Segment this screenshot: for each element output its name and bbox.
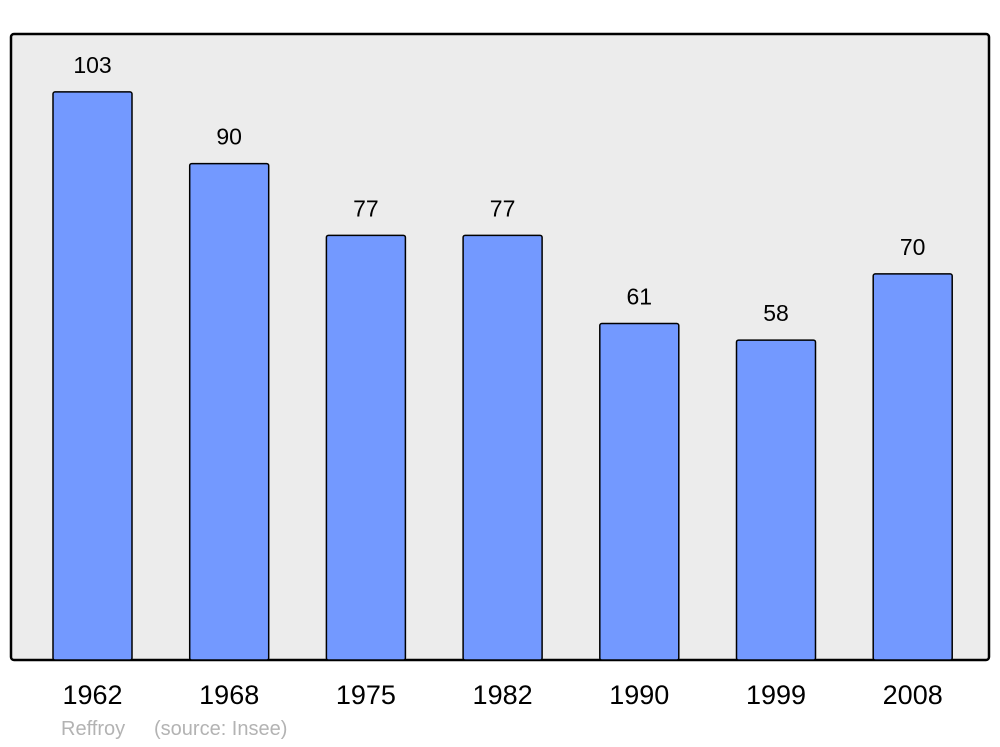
- bar-1990: [599, 322, 680, 661]
- x-tick-label-1990: 1990: [609, 680, 669, 710]
- commune-name: Reffroy: [61, 718, 126, 740]
- data-label-1999: 58: [763, 300, 789, 326]
- bar-1982: [462, 234, 543, 661]
- bar-1968: [188, 162, 270, 661]
- data-label-1990: 61: [627, 284, 653, 310]
- x-tick-label-1968: 1968: [199, 680, 259, 710]
- x-tick-label-1962: 1962: [62, 680, 122, 710]
- bar-1962: [52, 91, 133, 661]
- data-label-1975: 77: [353, 195, 379, 221]
- bar-1999: [735, 339, 817, 661]
- x-tick-label-1975: 1975: [336, 680, 396, 710]
- data-label-2008: 70: [900, 234, 926, 260]
- source-note: (source: Insee): [154, 718, 288, 740]
- data-label-1982: 77: [490, 195, 516, 221]
- x-tick-label-1999: 1999: [746, 680, 806, 710]
- data-label-1962: 103: [73, 52, 111, 78]
- bar-2008: [872, 273, 953, 661]
- x-tick-label-1982: 1982: [473, 680, 533, 710]
- data-label-1968: 90: [216, 124, 242, 150]
- bar-1975: [325, 234, 407, 661]
- x-tick-label-2008: 2008: [883, 680, 943, 710]
